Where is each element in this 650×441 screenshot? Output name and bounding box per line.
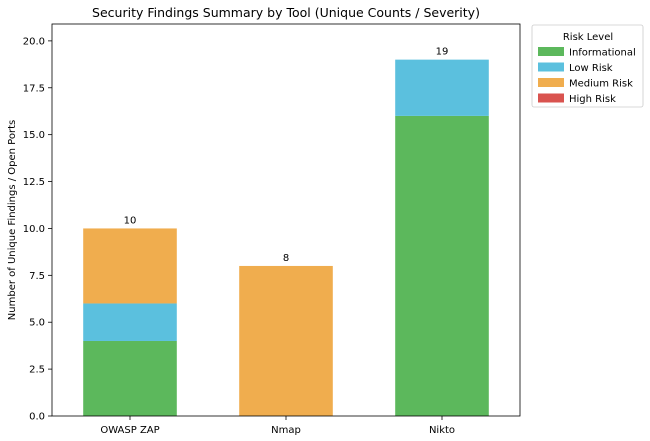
y-tick-label: 2.5	[29, 365, 45, 376]
total-labels-group: 10 8 19	[124, 47, 449, 264]
legend-title: Risk Level	[563, 32, 613, 43]
legend-swatch-high-risk	[538, 93, 564, 103]
total-label-owasp-zap: 10	[124, 215, 137, 226]
y-tick-label: 15.0	[23, 130, 45, 141]
y-tick-label: 12.5	[23, 177, 45, 188]
y-tick-label: 0.0	[29, 412, 45, 423]
y-axis: 0.0 2.5 5.0 7.5 10.0 12.5 15.0 17.5 20.0	[23, 36, 52, 423]
bars-group	[83, 59, 489, 417]
x-tick-label: Nmap	[271, 425, 301, 436]
bar-informational-owasp-zap	[83, 340, 177, 416]
total-label-nmap: 8	[283, 253, 289, 264]
bar-medium-risk-owasp-zap	[83, 228, 177, 304]
bar-low-risk-nikto	[395, 59, 489, 116]
legend-swatch-informational	[538, 47, 564, 56]
y-tick-label: 7.5	[29, 271, 45, 282]
chart-title: Security Findings Summary by Tool (Uniqu…	[92, 5, 480, 20]
y-tick-label: 10.0	[23, 224, 45, 235]
x-tick-label: Nikto	[429, 425, 455, 436]
bar-medium-risk-nmap	[239, 265, 333, 416]
x-tick-label: OWASP ZAP	[100, 425, 159, 436]
legend-swatch-medium-risk	[538, 78, 564, 87]
legend-swatch-low-risk	[538, 62, 564, 72]
y-tick-label: 5.0	[29, 318, 45, 329]
legend-label-high-risk: High Risk	[569, 94, 616, 105]
bar-low-risk-owasp-zap	[83, 303, 177, 341]
legend: Risk Level Informational Low Risk Medium R…	[531, 24, 644, 108]
y-tick-label: 17.5	[23, 83, 45, 94]
y-tick-label: 20.0	[23, 36, 45, 47]
y-axis-label: Number of Unique Findings / Open Ports	[7, 120, 18, 320]
legend-label-informational: Informational	[569, 48, 636, 59]
x-axis: OWASP ZAP Nmap Nikto	[100, 416, 455, 436]
bar-informational-nikto	[395, 115, 489, 417]
legend-label-medium-risk: Medium Risk	[569, 79, 633, 90]
total-label-nikto: 19	[436, 47, 449, 58]
legend-label-low-risk: Low Risk	[569, 63, 613, 74]
